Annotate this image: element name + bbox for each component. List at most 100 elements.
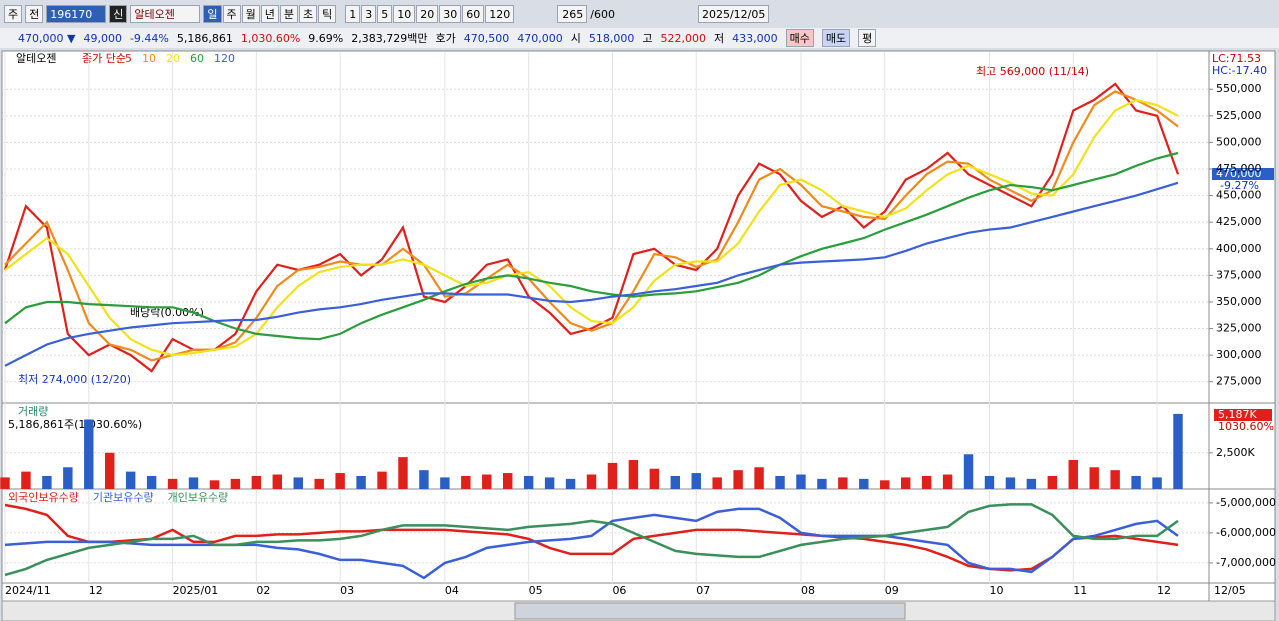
- chart-bg: [1, 50, 1276, 602]
- legend-label: 5: [125, 52, 132, 65]
- legend-label: 기관보유수량: [93, 491, 154, 504]
- volume-bar: [272, 474, 283, 489]
- volume-bar: [0, 477, 10, 489]
- market[interactable]: 주: [4, 5, 23, 23]
- x-tick-label: 05: [529, 584, 543, 597]
- volume-bar: [607, 462, 618, 489]
- volume-bar: [984, 475, 995, 489]
- volume-bar: [21, 471, 31, 489]
- interval-button[interactable]: 60: [462, 5, 485, 23]
- volume-tag: [1214, 409, 1272, 421]
- volume-bar: [838, 477, 848, 489]
- interval-button[interactable]: 1: [345, 5, 361, 23]
- series-line: [4, 151, 1179, 341]
- low: 433,000: [732, 31, 778, 45]
- volume-bar: [461, 475, 471, 489]
- scroll-thumb[interactable]: [514, 602, 906, 620]
- volume-bar: [1047, 475, 1058, 489]
- period-button[interactable]: 일: [203, 5, 222, 23]
- volume-bar: [42, 475, 52, 489]
- badge: 신: [109, 5, 128, 23]
- volume-bar: [482, 474, 492, 489]
- period-button[interactable]: 초: [299, 5, 318, 23]
- interval-button[interactable]: 3: [361, 5, 377, 23]
- high: 522,000: [660, 31, 706, 45]
- bid: 470,000: [517, 31, 563, 45]
- volume-bar: [1152, 477, 1162, 489]
- last-price: 470,000: [1216, 167, 1262, 180]
- x-tick-label: 09: [885, 584, 899, 597]
- volume-bar: [544, 477, 555, 489]
- open: 518,000: [588, 31, 635, 45]
- interval-button[interactable]: 120: [485, 5, 515, 23]
- volume-bar: [1089, 467, 1099, 489]
- legend-label: 개인보유수량: [168, 491, 229, 504]
- series-line: [4, 503, 1179, 577]
- y-tick-label: 425,000: [1216, 215, 1262, 228]
- buy-button[interactable]: 매수: [785, 29, 814, 47]
- quote-bar: 470,000 ▼ 49,000 -9.44% 5,186,861 1,030.…: [0, 28, 1279, 48]
- low-label: 저: [713, 32, 725, 45]
- volume-bar: [712, 477, 722, 489]
- period-button[interactable]: 년: [260, 5, 279, 23]
- intervals: 1 3 5 10 20 30 60 120: [345, 5, 515, 23]
- interval-button[interactable]: 10: [393, 5, 416, 23]
- period-button[interactable]: 분: [279, 5, 298, 23]
- volume-bar: [251, 475, 262, 489]
- period-button[interactable]: 월: [241, 5, 260, 23]
- stock-name[interactable]: 알테오젠: [130, 5, 201, 23]
- x-tick-label: 12: [1157, 584, 1171, 597]
- x-tick-label: 04: [445, 584, 459, 597]
- interval-button[interactable]: 20: [416, 5, 439, 23]
- chart-title: 알테오젠: [16, 51, 56, 65]
- avg-button[interactable]: 평: [858, 29, 877, 47]
- volume-bar: [63, 467, 73, 489]
- x-tick-label: 10: [989, 584, 1003, 597]
- interval-button[interactable]: 30: [439, 5, 462, 23]
- turnover: 9.69%: [308, 31, 344, 45]
- volume-bar: [125, 471, 136, 489]
- volume-bar: [586, 474, 597, 489]
- count[interactable]: 265: [557, 5, 588, 23]
- volume-bar: [859, 478, 869, 489]
- series-line: [4, 98, 1179, 357]
- code[interactable]: 196170: [46, 5, 107, 23]
- date[interactable]: 2025/12/05: [697, 5, 770, 23]
- series-line: [4, 90, 1179, 362]
- volume-bar: [670, 475, 680, 489]
- x-tick-label: 02: [256, 584, 270, 597]
- period-button[interactable]: 틱: [318, 5, 337, 23]
- x-tick-label: 07: [696, 584, 710, 597]
- volume-bar: [921, 475, 932, 489]
- volume-bar: [942, 474, 953, 489]
- lc: LC:71.53: [1212, 52, 1261, 65]
- volume-bar: [628, 460, 639, 489]
- volume-bar: [293, 477, 303, 489]
- legend-label: 외국인보유수량: [8, 491, 79, 504]
- volume-bar: [1110, 470, 1120, 489]
- volume-bar: [1005, 477, 1016, 489]
- y-tick-label: -6,000,000: [1216, 526, 1276, 539]
- last-volume-rate: 1030.60%: [1218, 420, 1274, 433]
- legend-label: 10: [142, 52, 156, 65]
- volume-bar: [188, 477, 199, 489]
- y-tick-label: 525,000: [1216, 109, 1262, 122]
- volume-bar: [84, 419, 94, 489]
- volume-bar: [314, 478, 324, 489]
- interval-button[interactable]: 5: [377, 5, 393, 23]
- amount: 2,383,729백만: [351, 32, 428, 45]
- x-tick-label: 12: [89, 584, 103, 597]
- y-tick-label: -7,000,000: [1216, 556, 1276, 569]
- period-button[interactable]: 주: [222, 5, 241, 23]
- annotation-dividend: 배당락(0.00%): [130, 306, 204, 319]
- ask: 470,500: [463, 31, 510, 45]
- prev[interactable]: 전: [25, 5, 44, 23]
- y-tick-label: 400,000: [1216, 242, 1262, 255]
- y-tick-label: 325,000: [1216, 322, 1262, 335]
- volume-bar: [754, 467, 764, 489]
- y-tick-label: 500,000: [1216, 135, 1262, 148]
- sell-button[interactable]: 매도: [821, 29, 851, 47]
- y-tick-label: 275,000: [1216, 375, 1262, 388]
